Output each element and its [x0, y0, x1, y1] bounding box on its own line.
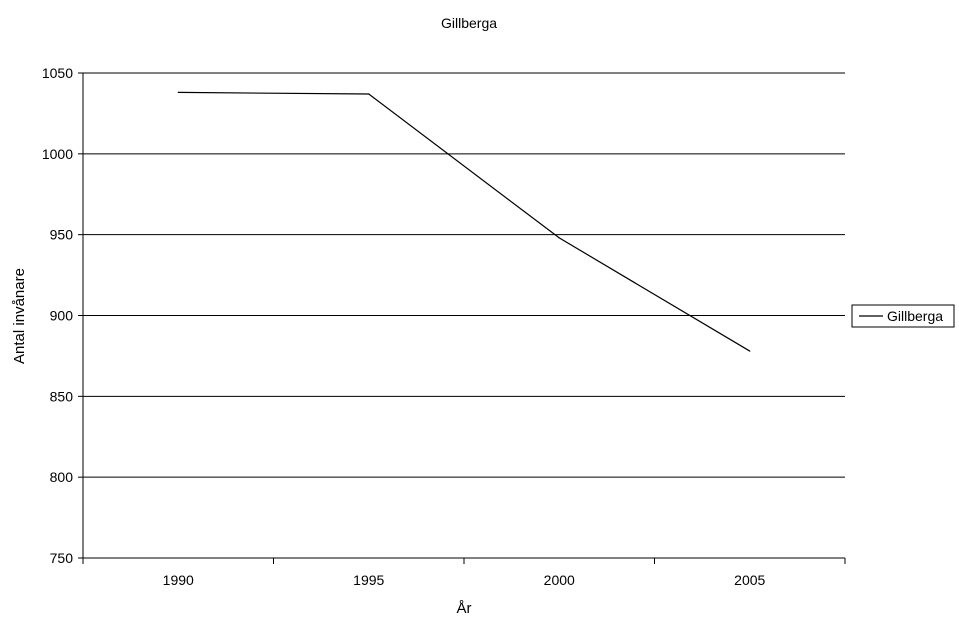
legend: Gillberga — [851, 304, 955, 328]
chart-title: Gillberga — [441, 15, 497, 31]
x-tick-label: 1995 — [353, 572, 384, 588]
legend-box — [851, 304, 955, 328]
y-tick-label: 750 — [50, 550, 74, 566]
y-tick-label: 800 — [50, 469, 74, 485]
series-line-gillberga — [178, 91, 751, 352]
axes — [78, 72, 846, 564]
y-tick-label: 850 — [50, 388, 74, 404]
y-tick-label: 900 — [50, 308, 74, 324]
y-axis-tick-labels: 750 800 850 900 950 1000 1050 — [42, 65, 73, 566]
y-axis-title: Antal invånare — [11, 268, 28, 364]
series-layer — [177, 91, 751, 352]
x-tick-label: 1990 — [163, 572, 194, 588]
y-tick-label: 1000 — [42, 146, 73, 162]
x-tick-label: 2000 — [544, 572, 575, 588]
y-tick-label: 1050 — [42, 65, 73, 81]
legend-label-gillberga: Gillberga — [887, 308, 943, 324]
data-point — [749, 350, 751, 352]
x-axis-title: År — [457, 600, 472, 617]
y-tick-label: 950 — [50, 227, 74, 243]
data-point — [368, 93, 370, 95]
gridlines — [83, 72, 845, 478]
data-point — [177, 91, 179, 93]
x-axis-tick-labels: 1990 1995 2000 2005 — [163, 572, 766, 588]
data-point — [558, 237, 560, 239]
x-tick-label: 2005 — [734, 572, 765, 588]
